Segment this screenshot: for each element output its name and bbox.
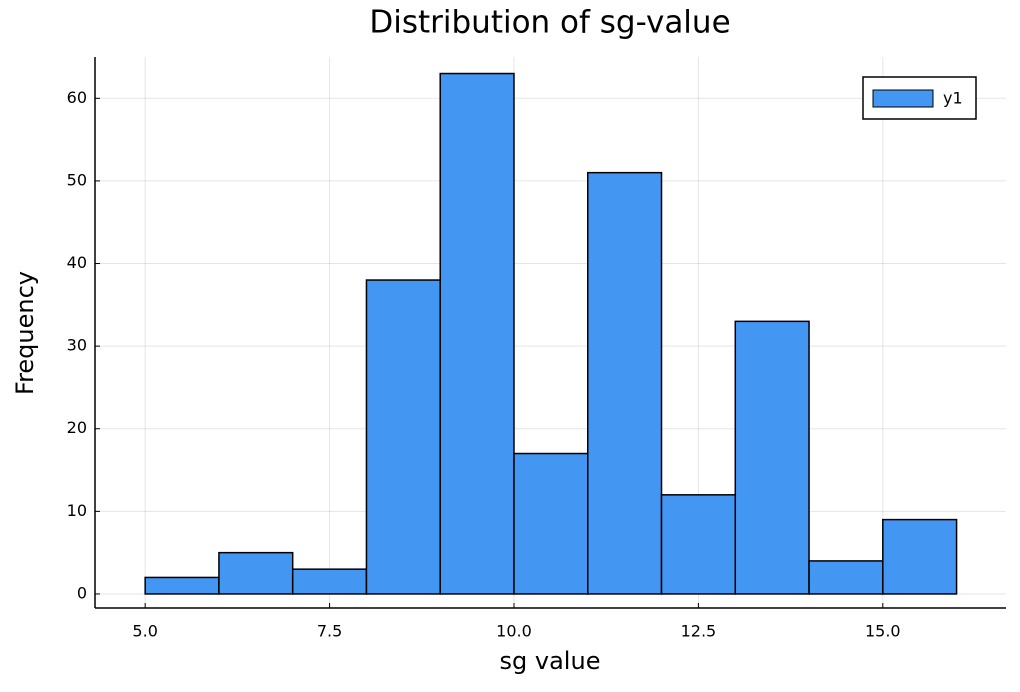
chart-title: Distribution of sg-value <box>369 5 730 41</box>
y-tick-label: 20 <box>67 418 87 437</box>
bar <box>660 494 737 595</box>
bar <box>587 171 663 595</box>
x-tick-label: 5.0 <box>132 622 157 641</box>
legend-swatch <box>872 89 934 108</box>
bar <box>808 560 884 595</box>
legend-label: y1 <box>943 89 963 108</box>
y-tick-label: 30 <box>67 336 87 355</box>
bar <box>365 279 441 595</box>
y-axis-label: Frequency <box>11 271 39 395</box>
x-tick-label: 12.5 <box>681 622 717 641</box>
bar <box>513 452 589 595</box>
y-tick-label: 10 <box>67 501 87 520</box>
x-tick-label: 7.5 <box>317 622 342 641</box>
bar <box>144 576 220 595</box>
y-tick-label: 0 <box>77 583 87 602</box>
bar <box>218 551 294 595</box>
bar <box>291 568 368 595</box>
x-tick-label: 15.0 <box>865 622 901 641</box>
y-tick-label: 40 <box>67 253 87 272</box>
bar <box>882 518 958 595</box>
y-tick-label: 50 <box>67 170 87 189</box>
y-tick-label: 60 <box>67 88 87 107</box>
x-tick-label: 10.0 <box>496 622 532 641</box>
bar <box>734 320 810 595</box>
x-axis-label: sg value <box>500 647 601 675</box>
bar <box>439 72 515 595</box>
